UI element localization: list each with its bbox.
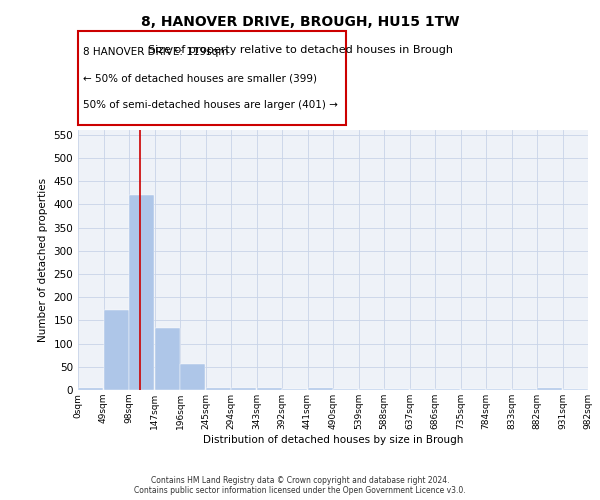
Bar: [435, 388, 460, 390]
Bar: [180, 364, 205, 390]
Text: ← 50% of detached houses are smaller (399): ← 50% of detached houses are smaller (39…: [83, 74, 317, 84]
Bar: [486, 388, 511, 390]
Bar: [206, 388, 231, 390]
Bar: [384, 388, 409, 390]
Bar: [78, 388, 103, 390]
Bar: [359, 388, 384, 390]
Bar: [563, 388, 588, 390]
Text: 50% of semi-detached houses are larger (401) →: 50% of semi-detached houses are larger (…: [83, 100, 338, 110]
Bar: [129, 195, 154, 390]
Bar: [282, 388, 307, 390]
Bar: [104, 310, 129, 390]
Bar: [537, 388, 562, 390]
Bar: [308, 388, 333, 390]
Bar: [257, 388, 282, 390]
Bar: [461, 388, 486, 390]
Bar: [231, 388, 256, 390]
X-axis label: Distribution of detached houses by size in Brough: Distribution of detached houses by size …: [203, 434, 463, 444]
FancyBboxPatch shape: [78, 31, 346, 125]
Bar: [333, 388, 358, 390]
Bar: [512, 388, 537, 390]
Y-axis label: Number of detached properties: Number of detached properties: [38, 178, 48, 342]
Bar: [155, 328, 180, 390]
Text: 8, HANOVER DRIVE, BROUGH, HU15 1TW: 8, HANOVER DRIVE, BROUGH, HU15 1TW: [141, 15, 459, 29]
Text: 8 HANOVER DRIVE: 119sqm: 8 HANOVER DRIVE: 119sqm: [83, 47, 229, 57]
Bar: [410, 388, 435, 390]
Text: Contains HM Land Registry data © Crown copyright and database right 2024.
Contai: Contains HM Land Registry data © Crown c…: [134, 476, 466, 495]
Text: Size of property relative to detached houses in Brough: Size of property relative to detached ho…: [148, 45, 452, 55]
